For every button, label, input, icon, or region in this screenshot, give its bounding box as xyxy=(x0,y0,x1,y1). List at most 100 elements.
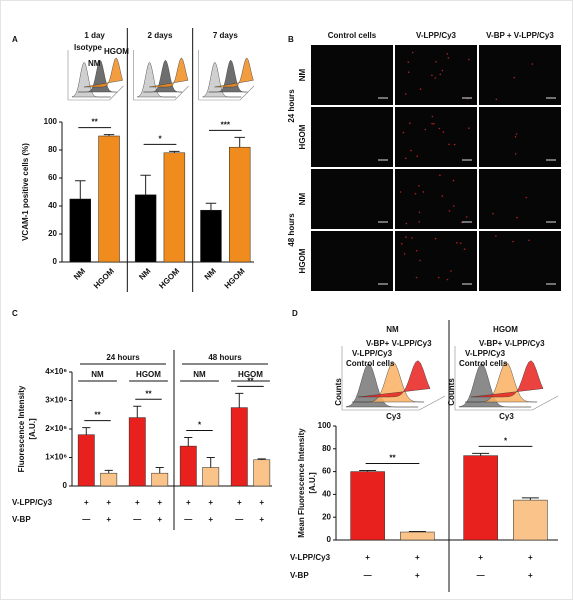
bar xyxy=(230,407,248,487)
bar xyxy=(400,531,435,541)
fluorescence-spot xyxy=(404,93,407,95)
fluorescence-spot xyxy=(419,88,422,90)
condition-mark: + xyxy=(106,515,111,524)
fluorescence-spot xyxy=(411,51,414,54)
error-bar xyxy=(408,530,426,533)
inset-y-label: Counts xyxy=(447,378,456,406)
y-axis-label: VCAM-1 positive cells (%) xyxy=(21,143,30,241)
y-tick-label: 4×10⁶ xyxy=(45,367,67,376)
panel-title: 2 days xyxy=(148,31,173,40)
bar xyxy=(151,472,169,487)
micrograph xyxy=(479,169,561,229)
error-bar xyxy=(184,437,193,447)
condition-mark: + xyxy=(106,498,111,507)
fluorescence-spot xyxy=(434,77,437,79)
bar xyxy=(229,146,251,263)
error-bar xyxy=(75,180,86,199)
fluorescence-spot xyxy=(456,242,458,244)
panel-title: 24 hours xyxy=(106,353,140,362)
fluorescence-spot xyxy=(439,174,441,176)
row-label: HGOM xyxy=(298,248,307,273)
panel-label: A xyxy=(12,35,18,44)
micrograph xyxy=(311,45,393,105)
panel-label: C xyxy=(12,309,18,318)
y-tick-label: 40 xyxy=(48,201,57,210)
significance: ** xyxy=(94,411,101,420)
micrograph xyxy=(479,231,561,291)
fluorescence-spot xyxy=(405,222,408,225)
fluorescence-spot xyxy=(431,74,433,77)
fluorescence-spot xyxy=(514,153,517,155)
fluorescence-spot xyxy=(447,57,450,59)
inset-label: V-LPP/Cy3 xyxy=(352,349,393,358)
micrograph xyxy=(311,169,393,229)
bar xyxy=(128,417,146,487)
condition-mark: + xyxy=(237,498,242,507)
inset-histogram xyxy=(352,361,425,403)
panel-title: 1 day xyxy=(84,31,105,40)
bar xyxy=(200,209,222,263)
condition-mark: + xyxy=(528,553,533,562)
significance: ** xyxy=(92,118,99,127)
column-header: V-BP + V-LPP/Cy3 xyxy=(486,31,554,40)
inset-axis xyxy=(532,395,559,411)
inset-histogram xyxy=(83,57,123,88)
error-bar xyxy=(234,136,245,148)
fluorescence-spot xyxy=(468,58,470,61)
significance: ** xyxy=(389,454,396,463)
y-axis-label: [A.U.] xyxy=(28,418,37,440)
significance: ** xyxy=(247,376,254,385)
row-label: NM xyxy=(298,192,307,205)
bar xyxy=(100,472,118,487)
fluorescence-spot xyxy=(418,211,421,214)
y-tick-label: 60 xyxy=(48,173,57,182)
condition-label: V-LPP/Cy3 xyxy=(290,553,331,562)
condition-mark: + xyxy=(157,515,162,524)
fluorescence-spot xyxy=(465,216,468,218)
bar xyxy=(98,135,120,263)
fluorescence-spot xyxy=(448,143,450,146)
micrograph xyxy=(311,231,393,291)
fluorescence-spot xyxy=(431,122,433,125)
bar xyxy=(463,455,498,541)
fluorescence-spot xyxy=(418,185,420,187)
fluorescence-spot xyxy=(442,131,445,133)
significance: *** xyxy=(221,121,231,130)
condition-mark: — xyxy=(82,515,90,524)
fluorescence-spot xyxy=(468,127,470,129)
bar xyxy=(513,499,548,541)
row-label: NM xyxy=(298,68,307,81)
condition-mark: + xyxy=(415,571,420,580)
fluorescence-spot xyxy=(512,240,514,243)
inset-x-label: Cy3 xyxy=(386,412,401,421)
error-bar xyxy=(235,392,244,408)
row-label: HGOM xyxy=(298,124,307,149)
inset-axis xyxy=(239,85,255,101)
inset-label: V-LPP/Cy3 xyxy=(465,349,506,358)
fluorescence-spot xyxy=(441,69,444,72)
fluorescence-spot xyxy=(414,192,417,195)
bar xyxy=(163,152,186,263)
column-header: V-LPP/Cy3 xyxy=(416,31,457,40)
fluorescence-spot xyxy=(448,210,451,212)
fluorescence-spot xyxy=(446,278,449,281)
bar xyxy=(77,434,95,487)
micrograph xyxy=(479,45,561,105)
fluorescence-spot xyxy=(459,242,462,245)
bar xyxy=(134,194,157,263)
fluorescence-spot xyxy=(492,212,494,215)
fluorescence-spot xyxy=(431,115,434,118)
error-bar xyxy=(155,466,164,474)
y-tick-label: 3×10⁶ xyxy=(45,396,67,405)
error-bar xyxy=(206,457,215,468)
y-tick-label: 100 xyxy=(44,117,58,126)
fluorescence-spot xyxy=(525,196,528,199)
group-label: HGOM xyxy=(238,370,263,379)
inset-histogram xyxy=(465,361,538,403)
micrograph xyxy=(395,231,477,291)
significance: * xyxy=(198,421,202,430)
inset-histogram xyxy=(78,59,117,93)
significance: ** xyxy=(145,389,152,398)
y-tick-label: 0 xyxy=(53,257,58,266)
